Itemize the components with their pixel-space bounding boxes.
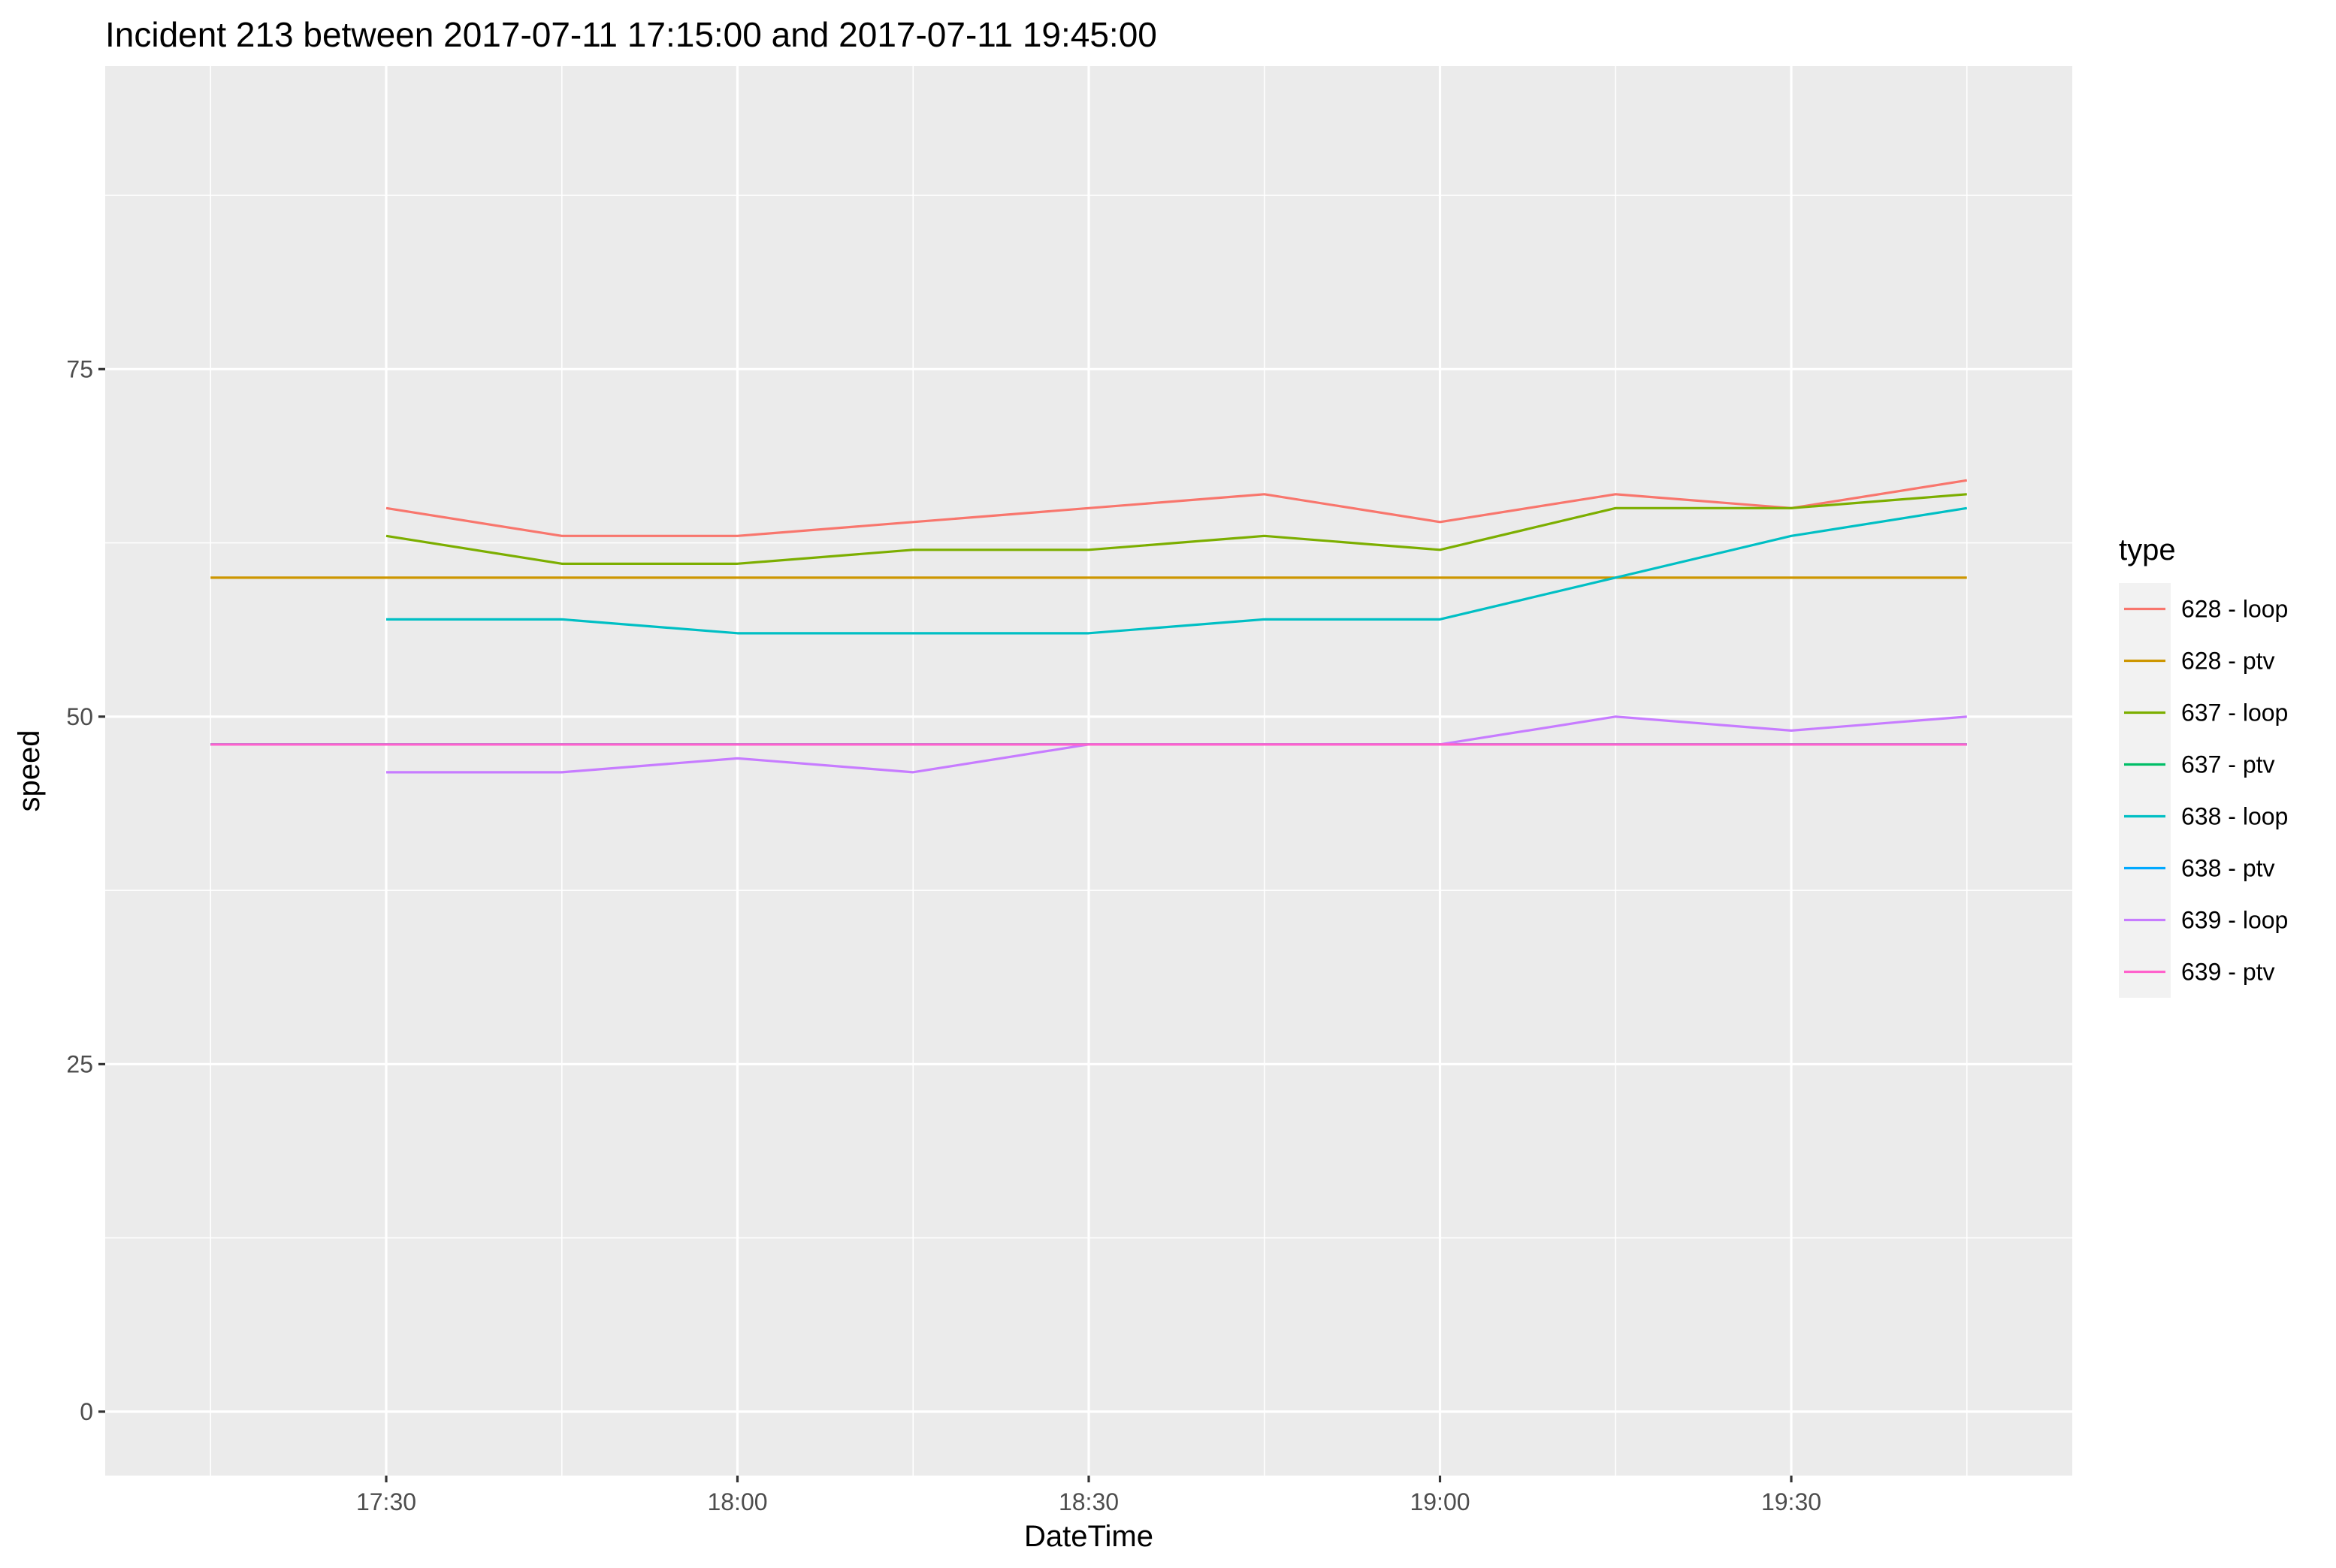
legend-item: 638 - loop (2119, 790, 2288, 842)
legend-item: 639 - loop (2119, 894, 2288, 946)
legend-items: 628 - loop 628 - ptv 637 - loop 637 - ptv 63… (2119, 583, 2288, 998)
x-tick-label: 18:30 (1059, 1488, 1119, 1515)
y-tick-label: 75 (66, 355, 93, 382)
legend-label: 628 - ptv (2181, 648, 2275, 675)
y-tick-label: 25 (66, 1050, 93, 1077)
series-line-2 (385, 493, 1967, 565)
chart-title: Incident 213 between 2017-07-11 17:15:00… (105, 15, 1157, 54)
series-layer (210, 479, 1968, 774)
legend-item: 638 - ptv (2119, 842, 2275, 894)
y-axis-title: speed (13, 730, 46, 812)
legend-label: 637 - loop (2181, 699, 2288, 727)
x-tick-label: 19:30 (1761, 1488, 1821, 1515)
legend-label: 628 - loop (2181, 596, 2288, 623)
legend-title: type (2119, 533, 2176, 566)
x-tick-label: 17:30 (356, 1488, 416, 1515)
legend-item: 637 - ptv (2119, 739, 2275, 790)
legend-label: 639 - ptv (2181, 959, 2275, 986)
series-line-4 (386, 506, 1968, 635)
legend-label: 638 - ptv (2181, 855, 2275, 882)
legend: type 628 - loop 628 - ptv 637 - loop 637 - … (2119, 533, 2288, 998)
legend-label: 638 - loop (2181, 803, 2288, 830)
legend-label: 639 - loop (2181, 907, 2288, 934)
x-axis-title: DateTime (1024, 1520, 1153, 1553)
legend-item: 637 - loop (2119, 687, 2288, 739)
y-tick-label: 50 (66, 703, 93, 730)
y-tick-label: 0 (80, 1398, 93, 1425)
axis-layer: 0 25 50 75 17:30 18:00 18:30 19:00 19:30 (66, 355, 1821, 1515)
x-tick-label: 19:00 (1410, 1488, 1470, 1515)
legend-label: 637 - ptv (2181, 751, 2275, 778)
legend-item: 628 - loop (2119, 583, 2288, 635)
x-tick-label: 18:00 (707, 1488, 767, 1515)
series-line-0 (385, 479, 1968, 537)
legend-item: 628 - ptv (2119, 635, 2275, 687)
legend-item: 639 - ptv (2119, 946, 2275, 998)
